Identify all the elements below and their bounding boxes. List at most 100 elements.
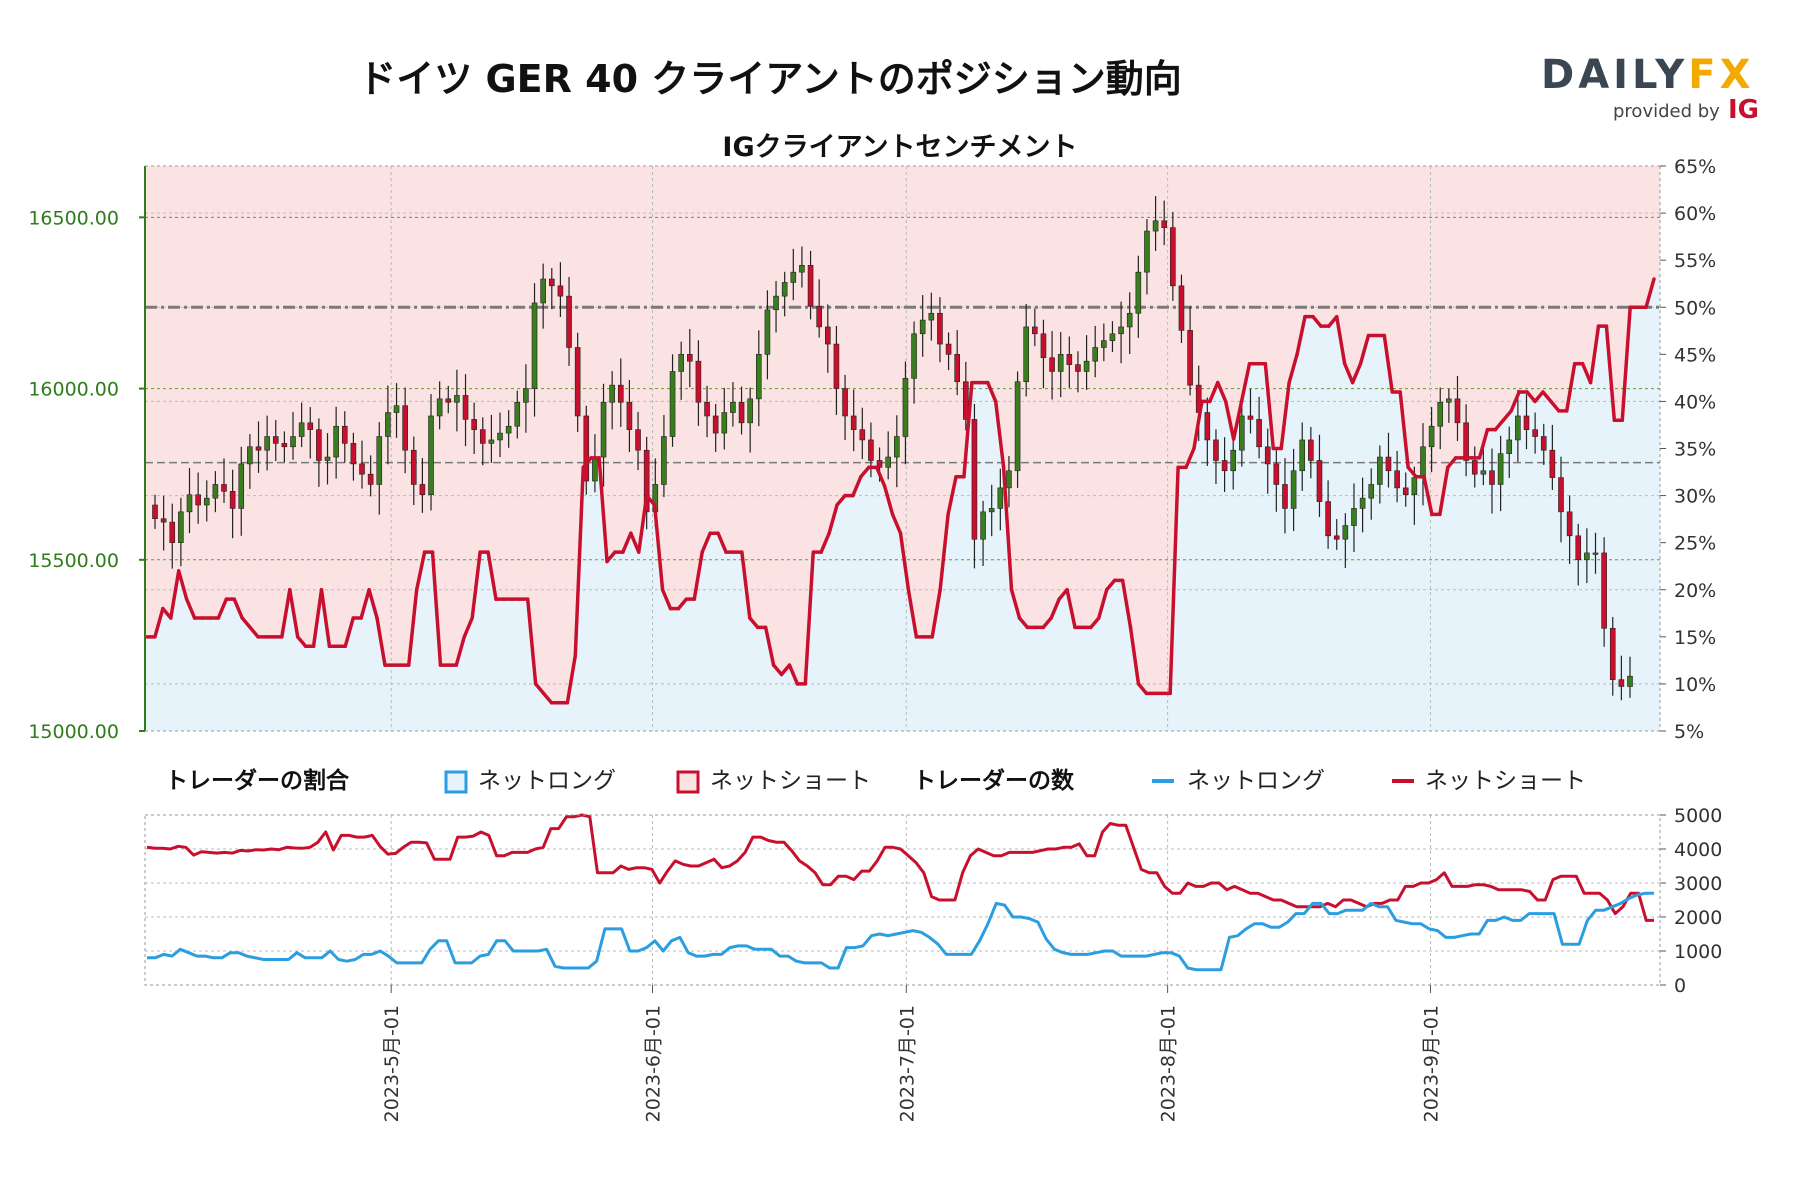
candle-down xyxy=(945,343,952,355)
sentiment-segment xyxy=(1350,362,1363,385)
sentiment-segment xyxy=(771,663,784,677)
candle xyxy=(178,497,184,567)
candle xyxy=(203,480,210,522)
candle-down xyxy=(1066,354,1073,365)
candle xyxy=(669,354,676,447)
candle-down xyxy=(341,425,348,444)
candle-up xyxy=(1118,326,1124,335)
candle-up xyxy=(1014,381,1021,472)
sentiment-segment xyxy=(1358,333,1371,366)
net-short-zone xyxy=(145,166,1660,703)
candle xyxy=(1239,401,1245,467)
candle-up xyxy=(186,494,193,513)
candle xyxy=(894,415,900,488)
candle xyxy=(928,292,935,341)
candle xyxy=(359,440,365,489)
candle xyxy=(316,418,322,487)
chart-title: ドイツ GER 40 クライアントのポジション動向 xyxy=(358,57,1181,101)
candle xyxy=(1057,332,1064,398)
candle-up xyxy=(790,271,797,283)
candle-down xyxy=(1558,477,1564,513)
date-tick-label: 2023-5月-01 xyxy=(381,1005,403,1122)
candle xyxy=(1083,335,1090,390)
sentiment-segment xyxy=(1588,324,1601,385)
candle-up xyxy=(1368,484,1375,499)
candle-up xyxy=(1437,401,1444,427)
sentiment-segment xyxy=(470,550,482,620)
sentiment-segment xyxy=(1009,588,1022,620)
sentiment-segment xyxy=(1097,588,1109,620)
sentiment-segment xyxy=(700,531,712,554)
candle xyxy=(997,468,1004,531)
candle-down xyxy=(272,436,279,444)
count-tick-label: 3000 xyxy=(1674,873,1722,895)
sentiment-segment xyxy=(1279,380,1291,451)
candle-up xyxy=(454,395,460,403)
candle-up xyxy=(1144,230,1150,273)
sentiment-segment xyxy=(176,569,189,601)
candle xyxy=(1109,321,1116,352)
candle-up xyxy=(911,333,917,379)
sentiment-segment xyxy=(1509,390,1521,413)
price-candles xyxy=(152,196,1633,701)
candle xyxy=(1609,616,1616,696)
candle xyxy=(1471,446,1478,488)
sentiment-segment xyxy=(240,616,252,630)
candle-down xyxy=(229,491,236,509)
candle xyxy=(548,268,555,310)
candle-up xyxy=(385,412,391,437)
sentiment-line xyxy=(145,277,1656,705)
candle-up xyxy=(928,312,935,321)
candle-down xyxy=(1566,511,1573,537)
sentiment-segment xyxy=(898,531,911,592)
candle-down xyxy=(1333,535,1340,540)
sentiment-zones xyxy=(145,166,1660,731)
sentiment-segment xyxy=(406,588,419,667)
candle xyxy=(1204,397,1211,466)
candle xyxy=(807,250,814,320)
candle xyxy=(1299,422,1306,491)
sentiment-segment xyxy=(1620,305,1632,422)
candle-up xyxy=(1109,333,1116,341)
candle-up xyxy=(1515,415,1521,441)
chart-subtitle: IGクライアントセンチメント xyxy=(722,132,1077,163)
count-tick-label: 2000 xyxy=(1674,907,1722,929)
candle xyxy=(1023,303,1029,397)
candle-down xyxy=(1532,429,1538,437)
candle-up xyxy=(1627,675,1633,687)
candle xyxy=(1463,404,1469,477)
count-axes: 0 1000 2000 3000 4000 5000 xyxy=(144,805,1722,997)
right-tick-label: 50% xyxy=(1674,297,1716,319)
candle xyxy=(1178,274,1185,344)
candle xyxy=(410,436,417,505)
candle-down xyxy=(704,401,710,417)
candle-down xyxy=(1264,446,1271,465)
candle xyxy=(393,383,400,438)
candle-down xyxy=(1549,449,1556,478)
candle-down xyxy=(1575,535,1582,561)
candle xyxy=(169,503,176,569)
candle xyxy=(1480,444,1487,486)
candle xyxy=(1627,656,1633,698)
right-tick-label: 40% xyxy=(1674,391,1716,413)
sentiment-segment xyxy=(882,484,895,517)
candle xyxy=(937,297,943,363)
sentiment-segment xyxy=(1549,399,1561,413)
candle xyxy=(781,271,788,317)
sentiment-segment xyxy=(359,588,371,620)
sentiment-segment xyxy=(962,380,974,479)
candle-up xyxy=(678,354,684,372)
candle-up xyxy=(1351,508,1357,526)
candle-down xyxy=(1256,419,1262,448)
candle-down xyxy=(1618,679,1625,687)
sentiment-segment xyxy=(1438,465,1450,517)
sentiment-segment xyxy=(1065,588,1077,630)
candle-up xyxy=(988,508,995,513)
candle xyxy=(1118,301,1124,364)
candle-up xyxy=(247,446,253,465)
sentiment-segment xyxy=(1184,446,1196,470)
candle xyxy=(1264,428,1271,494)
candle-up xyxy=(592,456,598,482)
sentiment-segment xyxy=(581,456,593,470)
